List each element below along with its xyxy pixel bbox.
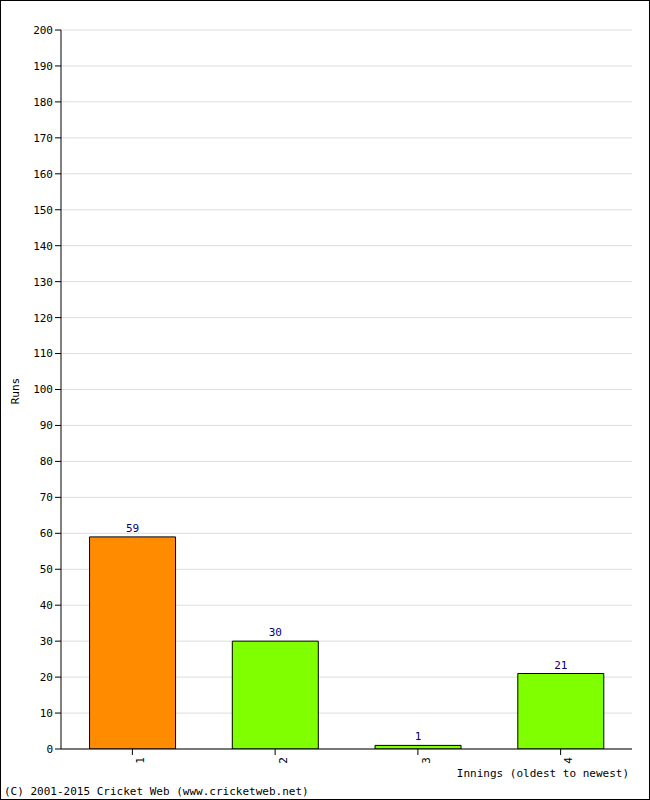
svg-text:30: 30 <box>40 635 53 648</box>
svg-text:0: 0 <box>46 743 53 756</box>
svg-text:10: 10 <box>40 707 53 720</box>
svg-text:30: 30 <box>269 626 282 639</box>
svg-text:1: 1 <box>415 730 422 743</box>
svg-text:200: 200 <box>33 24 53 37</box>
svg-text:80: 80 <box>40 455 53 468</box>
svg-text:1: 1 <box>134 757 147 764</box>
svg-text:2: 2 <box>277 757 290 764</box>
html-text:Runs: Runs <box>8 377 22 405</box>
html-text:(C) 2001-2015 Cricket Web (www: (C) 2001-2015 Cricket Web (www.cricketwe… <box>4 785 309 798</box>
svg-text:100: 100 <box>33 383 53 396</box>
svg-text:60: 60 <box>40 527 53 540</box>
svg-text:110: 110 <box>33 347 53 360</box>
svg-text:130: 130 <box>33 276 53 289</box>
html-text:Innings (oldest to newest): Innings (oldest to newest) <box>456 767 629 780</box>
svg-text:90: 90 <box>40 419 53 432</box>
svg-text:190: 190 <box>33 60 53 73</box>
svg-text:20: 20 <box>40 671 53 684</box>
svg-text:50: 50 <box>40 563 53 576</box>
svg-text:140: 140 <box>33 240 53 253</box>
svg-text:40: 40 <box>40 599 53 612</box>
svg-text:4: 4 <box>562 757 575 764</box>
svg-text:120: 120 <box>33 312 53 325</box>
svg-text:170: 170 <box>33 132 53 145</box>
svg-text:180: 180 <box>33 96 53 109</box>
svg-text:150: 150 <box>33 204 53 217</box>
svg-text:70: 70 <box>40 491 53 504</box>
svg-text:21: 21 <box>554 659 567 672</box>
svg-text:3: 3 <box>420 757 433 764</box>
svg-text:59: 59 <box>126 522 139 535</box>
svg-text:160: 160 <box>33 168 53 181</box>
